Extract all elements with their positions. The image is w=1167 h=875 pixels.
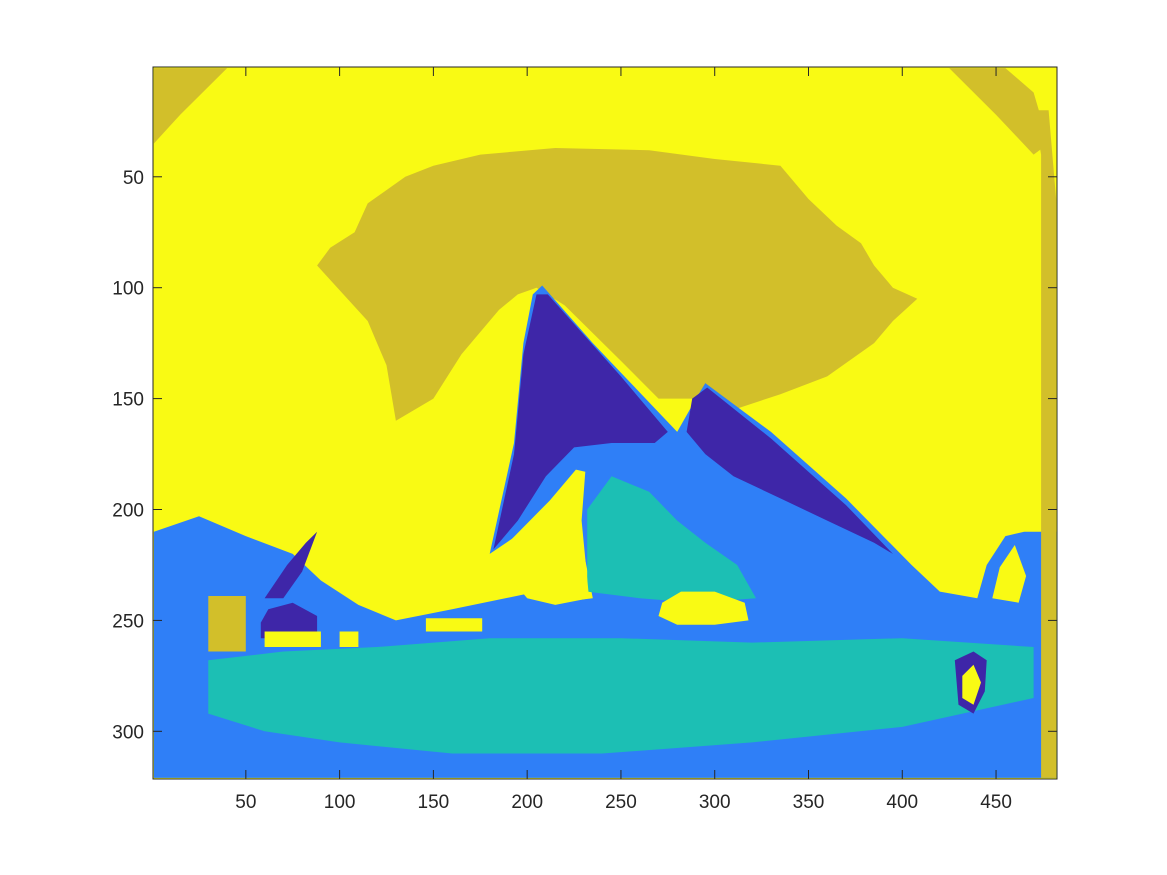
heatmap-region-16 xyxy=(425,618,483,632)
heatmap-region-5 xyxy=(587,476,756,603)
heatmap-regions xyxy=(153,68,1057,778)
x-tick-label: 200 xyxy=(511,792,543,813)
heatmap-region-18 xyxy=(208,596,246,652)
heatmap-region-1 xyxy=(949,68,1049,155)
x-tick-label: 400 xyxy=(886,792,918,813)
y-tick-label: 100 xyxy=(112,279,144,300)
x-tick-label: 100 xyxy=(324,792,356,813)
y-tick-label: 150 xyxy=(112,390,144,411)
y-tick-label: 50 xyxy=(123,168,144,189)
x-axis: 50 100 150 200 250 300 350 400 450 xyxy=(235,67,1012,813)
heatmap-region-14 xyxy=(962,664,981,705)
heatmap-region-7 xyxy=(686,387,893,554)
plot-area xyxy=(153,67,1057,779)
heatmap-region-9 xyxy=(264,531,318,599)
x-tick-label: 250 xyxy=(605,792,637,813)
x-tick-label: 50 xyxy=(235,792,256,813)
y-tick-label: 300 xyxy=(112,722,144,743)
heatmap-region-6 xyxy=(493,294,668,550)
heatmap-region-19 xyxy=(1033,110,1057,778)
y-axis: 50 100 150 200 250 300 xyxy=(112,168,1057,743)
heatmap-region-2 xyxy=(317,148,918,421)
heatmap-region-0 xyxy=(153,68,228,144)
heatmap-region-13 xyxy=(658,591,749,625)
x-tick-label: 450 xyxy=(980,792,1012,813)
heatmap-region-17 xyxy=(992,545,1027,603)
y-tick-label: 250 xyxy=(112,611,144,632)
heatmap-region-12 xyxy=(264,631,321,647)
x-tick-label: 150 xyxy=(418,792,450,813)
heatmap-region-4 xyxy=(208,638,1034,754)
x-tick-label: 300 xyxy=(699,792,731,813)
y-tick-label: 200 xyxy=(112,501,144,522)
plot-frame xyxy=(152,66,1058,780)
heatmap-region-8 xyxy=(260,602,318,639)
heatmap-region-11 xyxy=(497,469,590,605)
heatmap-region-15 xyxy=(339,631,359,647)
x-tick-label: 350 xyxy=(793,792,825,813)
